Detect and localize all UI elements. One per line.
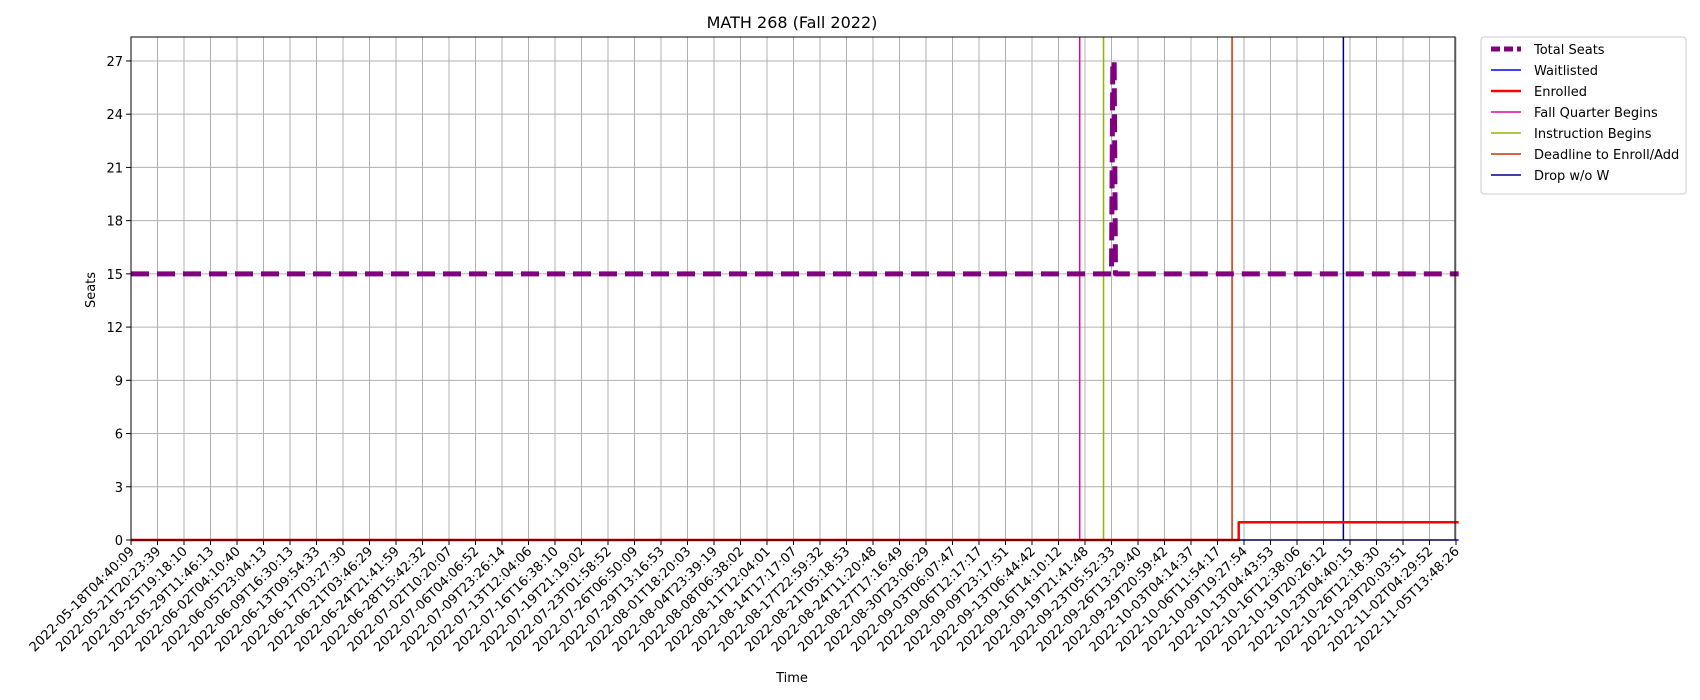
- y-tick-label: 21: [106, 161, 123, 176]
- legend-label: Fall Quarter Begins: [1534, 106, 1658, 121]
- y-tick-label: 9: [115, 374, 123, 389]
- y-tick-label: 15: [106, 268, 123, 283]
- legend-label: Total Seats: [1533, 43, 1605, 58]
- x-axis-ticks: 2022-05-18T04:40:092022-05-21T20:23:3920…: [27, 540, 1463, 655]
- legend-label: Deadline to Enroll/Add: [1534, 148, 1679, 163]
- y-axis-title: Seats: [84, 272, 99, 308]
- series-line: [131, 58, 1459, 277]
- legend-label: Instruction Begins: [1534, 127, 1652, 142]
- y-tick-label: 27: [106, 55, 123, 70]
- y-tick-label: 3: [115, 481, 123, 496]
- legend-label: Enrolled: [1534, 85, 1587, 100]
- x-axis-title: Time: [775, 671, 808, 686]
- legend-label: Drop w/o W: [1534, 169, 1610, 184]
- legend: Total Seats Waitlisted Enrolled Fall Quarte…: [1480, 36, 1687, 195]
- grid: [130, 37, 1457, 541]
- y-tick-label: 12: [106, 321, 123, 336]
- series-line: [131, 521, 1459, 542]
- chart-title: MATH 268 (Fall 2022): [707, 13, 878, 32]
- y-tick-label: 24: [106, 108, 123, 123]
- plot-area: [130, 36, 1459, 542]
- legend-label: Waitlisted: [1534, 64, 1598, 79]
- legend-box: [1480, 36, 1687, 195]
- y-tick-label: 18: [106, 215, 123, 230]
- y-tick-label: 6: [115, 428, 123, 443]
- y-axis-ticks: 0 3 6 9 12 15 18 21 24 27: [106, 55, 131, 549]
- y-tick-label: 0: [115, 534, 123, 549]
